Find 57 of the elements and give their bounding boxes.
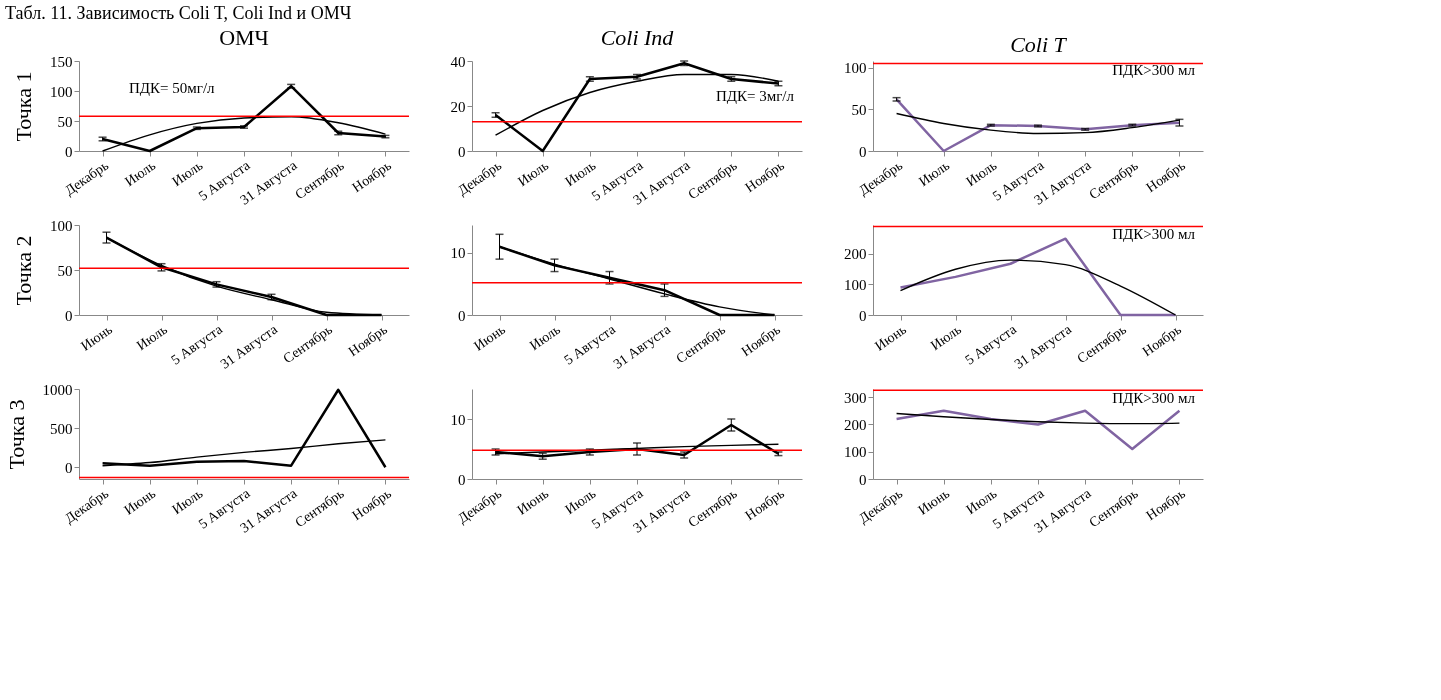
x-tick-label: Июль <box>133 321 171 354</box>
y-axis-title: Точка 1 <box>11 71 36 142</box>
y-tick-label: 100 <box>50 83 73 100</box>
y-tick-label: 200 <box>844 416 867 433</box>
x-tick-label: Июль <box>963 157 1000 190</box>
x-tick-label: Июнь <box>514 485 552 518</box>
chart-title: ОМЧ <box>219 25 269 50</box>
y-axis-title: Точка 2 <box>11 235 36 306</box>
y-tick-label: 0 <box>458 143 466 160</box>
x-tick-label: Июнь <box>78 321 116 354</box>
annotation: ПДК>300 мл <box>1112 390 1196 406</box>
x-tick-label: Июль <box>562 157 599 190</box>
y-tick-label: 0 <box>458 471 466 488</box>
chart-title: Coli T <box>1010 31 1068 57</box>
x-tick-label: Июль <box>169 157 206 190</box>
x-tick-label: Июнь <box>471 321 509 354</box>
y-tick-label: 0 <box>65 459 73 476</box>
y-tick-label: 1000 <box>42 381 73 398</box>
y-tick-label: 10 <box>450 245 466 262</box>
annotation: ПДК>300 мл <box>1112 226 1196 242</box>
y-tick-label: 500 <box>50 420 73 437</box>
x-tick-label: Июнь <box>121 485 159 518</box>
x-tick-label: Июль <box>169 485 206 518</box>
annotation: ПДК= 50мг/л <box>129 80 216 96</box>
y-tick-label: 0 <box>65 143 73 160</box>
y-tick-label: 0 <box>859 143 867 160</box>
y-tick-label: 100 <box>50 217 73 234</box>
x-tick-label: Июль <box>916 157 953 190</box>
y-tick-label: 10 <box>450 411 466 428</box>
y-tick-label: 0 <box>65 307 73 324</box>
x-tick-label: Июль <box>562 485 599 518</box>
chart-subtitle: Табл. 11. Зависимость Coli T, Coli Ind и ОМЧ <box>5 3 352 23</box>
chart-title: Coli Ind <box>600 25 675 50</box>
x-tick-label: Июнь <box>872 321 910 354</box>
y-tick-label: 40 <box>450 53 466 70</box>
y-tick-label: 100 <box>844 276 867 293</box>
y-tick-label: 100 <box>844 444 867 461</box>
y-tick-label: 0 <box>859 471 867 488</box>
annotation: ПДК= 3мг/л <box>715 88 795 104</box>
x-tick-label: Июль <box>515 157 552 190</box>
y-tick-label: 20 <box>450 98 466 115</box>
y-tick-label: 50 <box>57 262 73 279</box>
y-tick-label: 200 <box>844 246 867 263</box>
x-tick-label: Июнь <box>915 485 953 518</box>
x-tick-label: Июль <box>963 485 1000 518</box>
y-tick-label: 0 <box>859 307 867 324</box>
y-tick-label: 50 <box>57 113 73 130</box>
y-axis-title: Точка 3 <box>3 399 29 470</box>
y-tick-label: 300 <box>844 389 867 406</box>
x-tick-label: Июль <box>526 321 564 354</box>
y-tick-label: 150 <box>50 53 73 70</box>
y-tick-label: 100 <box>844 60 867 77</box>
y-tick-label: 50 <box>851 101 867 118</box>
annotation: ПДК>300 мл <box>1112 62 1196 78</box>
y-tick-label: 0 <box>458 307 466 324</box>
x-tick-label: Июль <box>122 157 159 190</box>
x-tick-label: Июль <box>927 321 965 354</box>
